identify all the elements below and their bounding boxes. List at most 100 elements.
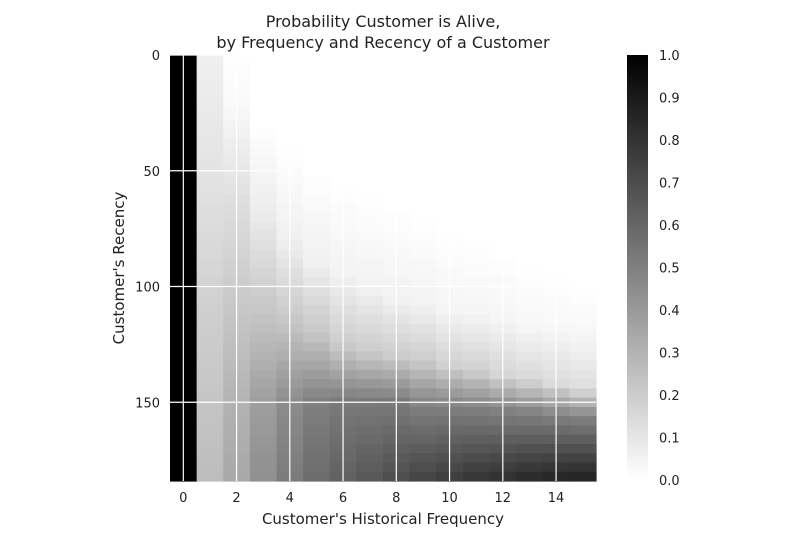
heatmap-cell (569, 453, 597, 464)
heatmap-cell (409, 323, 437, 334)
heatmap-cell (409, 138, 437, 149)
heatmap-cell (409, 305, 437, 315)
heatmap-cell (196, 156, 224, 167)
heatmap-cell (356, 471, 384, 482)
heatmap-cell (356, 305, 384, 315)
heatmap-cell (303, 369, 331, 380)
heatmap-cell (356, 175, 384, 186)
heatmap-cell (356, 156, 384, 167)
heatmap-cell (356, 92, 384, 102)
heatmap-cell (409, 193, 437, 204)
heatmap-cell (356, 351, 384, 362)
heatmap-cell (303, 379, 331, 389)
heatmap-cell (569, 406, 597, 417)
heatmap-cell (462, 240, 491, 251)
heatmap-cell (303, 230, 331, 241)
heatmap-cell (196, 351, 224, 362)
heatmap-cell (516, 305, 544, 315)
colorbar-tick-label: 0.3 (659, 347, 680, 362)
heatmap-cell (249, 314, 278, 325)
heatmap-cell (249, 249, 278, 260)
heatmap-cell (356, 55, 384, 65)
heatmap-cell (569, 286, 597, 297)
heatmap-cell (303, 462, 331, 473)
heatmap-cell (249, 212, 278, 223)
heatmap-cell (303, 416, 331, 427)
heatmap-cell (356, 64, 384, 75)
heatmap-cell (249, 147, 278, 158)
heatmap-cell (516, 434, 544, 445)
heatmap-cell (569, 471, 597, 482)
heatmap-cell (409, 277, 437, 288)
heatmap-cell (196, 462, 224, 473)
heatmap-cell (249, 462, 278, 473)
x-tick-label: 8 (392, 491, 400, 506)
heatmap-cell (569, 82, 597, 93)
heatmap-cell (249, 138, 278, 149)
heatmap-cell (516, 82, 544, 93)
heatmap-cell (249, 193, 278, 204)
heatmap-cell (516, 268, 544, 278)
heatmap-cell (303, 55, 331, 65)
heatmap-cell (409, 92, 437, 102)
heatmap-cell (196, 443, 224, 454)
heatmap-cell (196, 332, 224, 343)
heatmap-cell (569, 295, 597, 306)
heatmap-cell (569, 369, 597, 380)
heatmap-cell (249, 369, 278, 380)
heatmap-cell (569, 55, 597, 65)
heatmap-cell (303, 342, 331, 352)
x-tick-label: 6 (339, 491, 347, 506)
heatmap-cell (409, 471, 437, 482)
heatmap-cell (409, 286, 437, 297)
heatmap-cell (356, 230, 384, 241)
heatmap-cell (516, 342, 544, 352)
heatmap-cell (196, 360, 224, 371)
heatmap-cell (462, 443, 491, 454)
heatmap-cell (196, 73, 224, 84)
x-tick-label: 2 (232, 491, 240, 506)
heatmap-cell (409, 55, 437, 65)
heatmap-cell (303, 212, 331, 223)
heatmap-cell (196, 230, 224, 241)
heatmap-cell (303, 258, 331, 269)
x-tick-label: 4 (286, 491, 294, 506)
heatmap-cell (516, 453, 544, 464)
heatmap-cell (196, 203, 224, 214)
colorbar-tick-label: 0.1 (659, 432, 680, 447)
heatmap-cell (569, 64, 597, 75)
heatmap-cell (356, 434, 384, 445)
heatmap-cell (249, 175, 278, 186)
heatmap-cells (170, 55, 597, 482)
heatmap-cell (462, 119, 491, 130)
heatmap-cell (409, 212, 437, 223)
heatmap-cell (249, 416, 278, 427)
heatmap-cell (249, 129, 278, 139)
heatmap-cell (249, 119, 278, 130)
heatmap-cell (569, 388, 597, 399)
heatmap-cell (356, 240, 384, 251)
heatmap-cell (462, 147, 491, 158)
heatmap-cell (303, 92, 331, 102)
y-tick-label: 50 (143, 165, 160, 180)
heatmap-cell (516, 379, 544, 389)
colorbar-tick-label: 0.5 (659, 262, 680, 277)
heatmap-cell (356, 147, 384, 158)
heatmap-cell (356, 203, 384, 214)
heatmap-cell (196, 240, 224, 251)
heatmap-cell (409, 258, 437, 269)
heatmap-cell (569, 462, 597, 473)
heatmap-cell (569, 323, 597, 334)
heatmap-cell (462, 305, 491, 315)
heatmap-cell (569, 193, 597, 204)
heatmap-cell (356, 221, 384, 232)
heatmap-cell (569, 175, 597, 186)
heatmap-cell (356, 184, 384, 195)
colorbar-tick-label: 0.0 (659, 474, 680, 489)
colorbar-tick-label: 0.8 (659, 134, 680, 149)
heatmap-cell (516, 443, 544, 454)
heatmap-cell (462, 193, 491, 204)
heatmap-cell (409, 203, 437, 214)
heatmap-cell (356, 443, 384, 454)
heatmap-cell (462, 277, 491, 288)
